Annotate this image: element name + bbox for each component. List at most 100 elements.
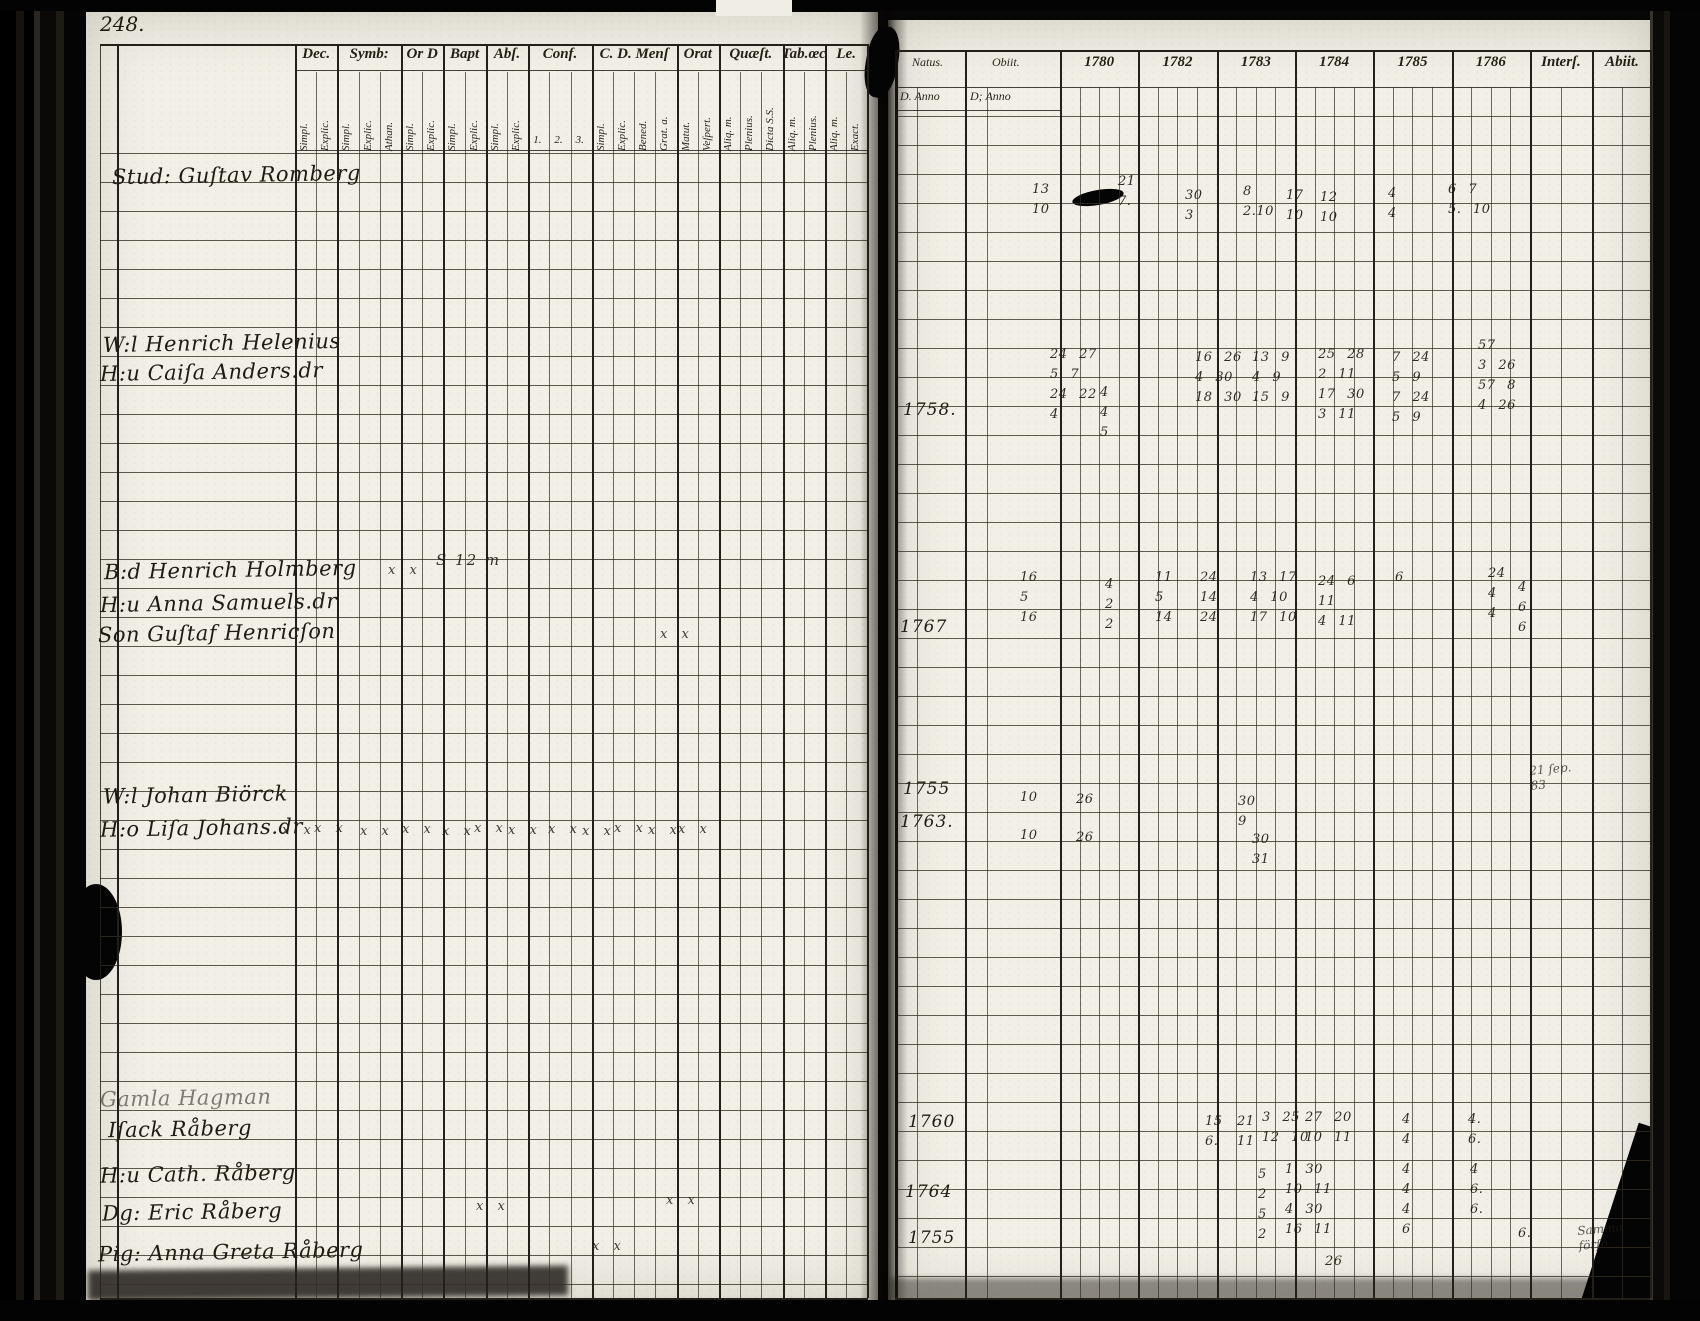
grid-vline [1373, 50, 1376, 1298]
grid-vline [337, 44, 340, 1298]
column-group-label: Orat [683, 46, 712, 62]
col-subheader: Aliq. m. [785, 116, 798, 151]
handwritten-number: 4 2 2 [1105, 577, 1114, 632]
year-label: 1786 [1475, 54, 1506, 70]
col-subheader: Explic. [425, 120, 438, 151]
grid-hline [100, 44, 868, 47]
column-group-label: Quæſt. [729, 46, 773, 62]
grid-hline [100, 791, 868, 792]
grid-vline [401, 44, 403, 1298]
grid-hline [100, 269, 868, 270]
grid-hline [100, 182, 868, 183]
handwritten-number: 21 7. [1118, 174, 1136, 209]
grid-vline [528, 44, 531, 1298]
col-subheader: Matut. [679, 121, 692, 151]
handwritten-number: 4 4 5 [1100, 385, 1109, 440]
handwritten-number: 24 4 4 [1488, 566, 1506, 621]
grid-hline [100, 559, 868, 560]
grid-hline [100, 936, 868, 937]
grid-vline [634, 72, 636, 1298]
grid-hline [100, 820, 868, 821]
col-subheader: Bened. [637, 120, 650, 151]
col-subheader: Simpl. [340, 123, 353, 151]
grid-hline [895, 1044, 1650, 1045]
handwritten-check-marks: x x [360, 824, 394, 839]
grid-hline [100, 878, 868, 879]
handwritten-number: 13 17 4 10 17 10 [1250, 570, 1297, 625]
grid-hline [100, 1284, 868, 1285]
grid-hline [895, 551, 1650, 552]
handwritten-number: 3 25 12 10 [1262, 1110, 1309, 1145]
col-subheader: Aliq. m. [722, 116, 734, 151]
grid-vline [1592, 50, 1594, 1298]
grid-hline [895, 1218, 1650, 1219]
col-subheader: 1. [533, 134, 542, 146]
handwritten-number: 13 9 4 9 15 9 [1252, 350, 1290, 405]
col-subheader: Dicta S.S. [764, 107, 777, 151]
handwritten-name: H:o Liſa Johans.dr [99, 814, 304, 842]
grid-hline [100, 1139, 868, 1140]
grid-hline [895, 1276, 1650, 1277]
year-label: 1782 [1162, 54, 1193, 70]
handwritten-number: 15 6. [1205, 1114, 1223, 1149]
col-subheader: Simpl. [594, 123, 607, 151]
handwritten-check-marks: x x [592, 1239, 626, 1254]
grid-hline [100, 1226, 868, 1227]
handwritten-number: 13 10 [1032, 182, 1050, 217]
handwritten-number: 6 7 5. 10 [1448, 182, 1491, 217]
grid-hline [895, 754, 1650, 755]
grid-hline [100, 907, 868, 908]
grid-hline [100, 1052, 868, 1053]
handwritten-check-marks: x x [476, 1199, 510, 1214]
grid-hline [100, 1255, 868, 1256]
obiit-header: Obiit. [992, 55, 1020, 69]
grid-vline [1060, 50, 1062, 1298]
year-label: 1784 [1319, 54, 1350, 70]
handwritten-number: 16 26 4 30 18 30 [1195, 350, 1242, 405]
grid-hline [100, 501, 868, 502]
grid-vline [485, 44, 488, 1298]
grid-hline [100, 385, 868, 386]
col-subheader: 3. [575, 134, 584, 146]
grid-hline [895, 522, 1650, 523]
handwritten-number: 7 24 5 9 7 24 5 9 [1392, 350, 1430, 425]
col-subheader: Plenius. [806, 115, 819, 151]
grid-vline [1510, 87, 1512, 1298]
grid-vline [507, 72, 508, 1298]
grid-hline [895, 986, 1650, 987]
column-group-label: Bapt [450, 46, 480, 62]
grid-vline [295, 44, 297, 1298]
col-subheader: Simpl. [488, 123, 501, 151]
column-group-label: Tab.œc [781, 46, 826, 62]
year-label: 1785 [1397, 54, 1428, 70]
col-subheader: Explic. [361, 120, 374, 151]
grid-vline [782, 44, 785, 1298]
handwritten-check-marks: x x [314, 821, 348, 836]
column-group-label: C. D. Menſ [599, 46, 669, 62]
grid-hline [100, 1197, 868, 1198]
grid-hline [895, 435, 1650, 436]
column-group-label: Conf. [542, 46, 578, 62]
natus-header: Natus. [912, 55, 944, 69]
handwritten-name: H:u Caiſa Anders.dr [99, 358, 324, 386]
handwritten-check-marks: x x [474, 821, 508, 836]
grid-hline [895, 1160, 1650, 1161]
column-group-label: Dec. [302, 46, 331, 62]
col-subheader: Veſpert. [700, 117, 713, 151]
grid-hline [895, 50, 1650, 53]
grid-vline [1157, 87, 1159, 1298]
grid-vline [1561, 87, 1562, 1298]
grid-hline [100, 704, 868, 705]
grid-vline [464, 72, 466, 1298]
grid-vline [740, 72, 742, 1298]
handwritten-number: 11 5 14 [1155, 570, 1173, 625]
grid-vline [697, 72, 699, 1298]
tail-group-label: Abiit. [1605, 54, 1639, 70]
grid-hline [100, 414, 868, 415]
grid-vline [1294, 50, 1297, 1298]
grid-hline [100, 1081, 868, 1082]
handwritten-number: 4 6 6 [1518, 580, 1527, 635]
right-page [888, 20, 1652, 1303]
handwritten-name: W:l Johan Biörck [102, 781, 289, 809]
handwritten-number: 26 [1325, 1254, 1343, 1269]
